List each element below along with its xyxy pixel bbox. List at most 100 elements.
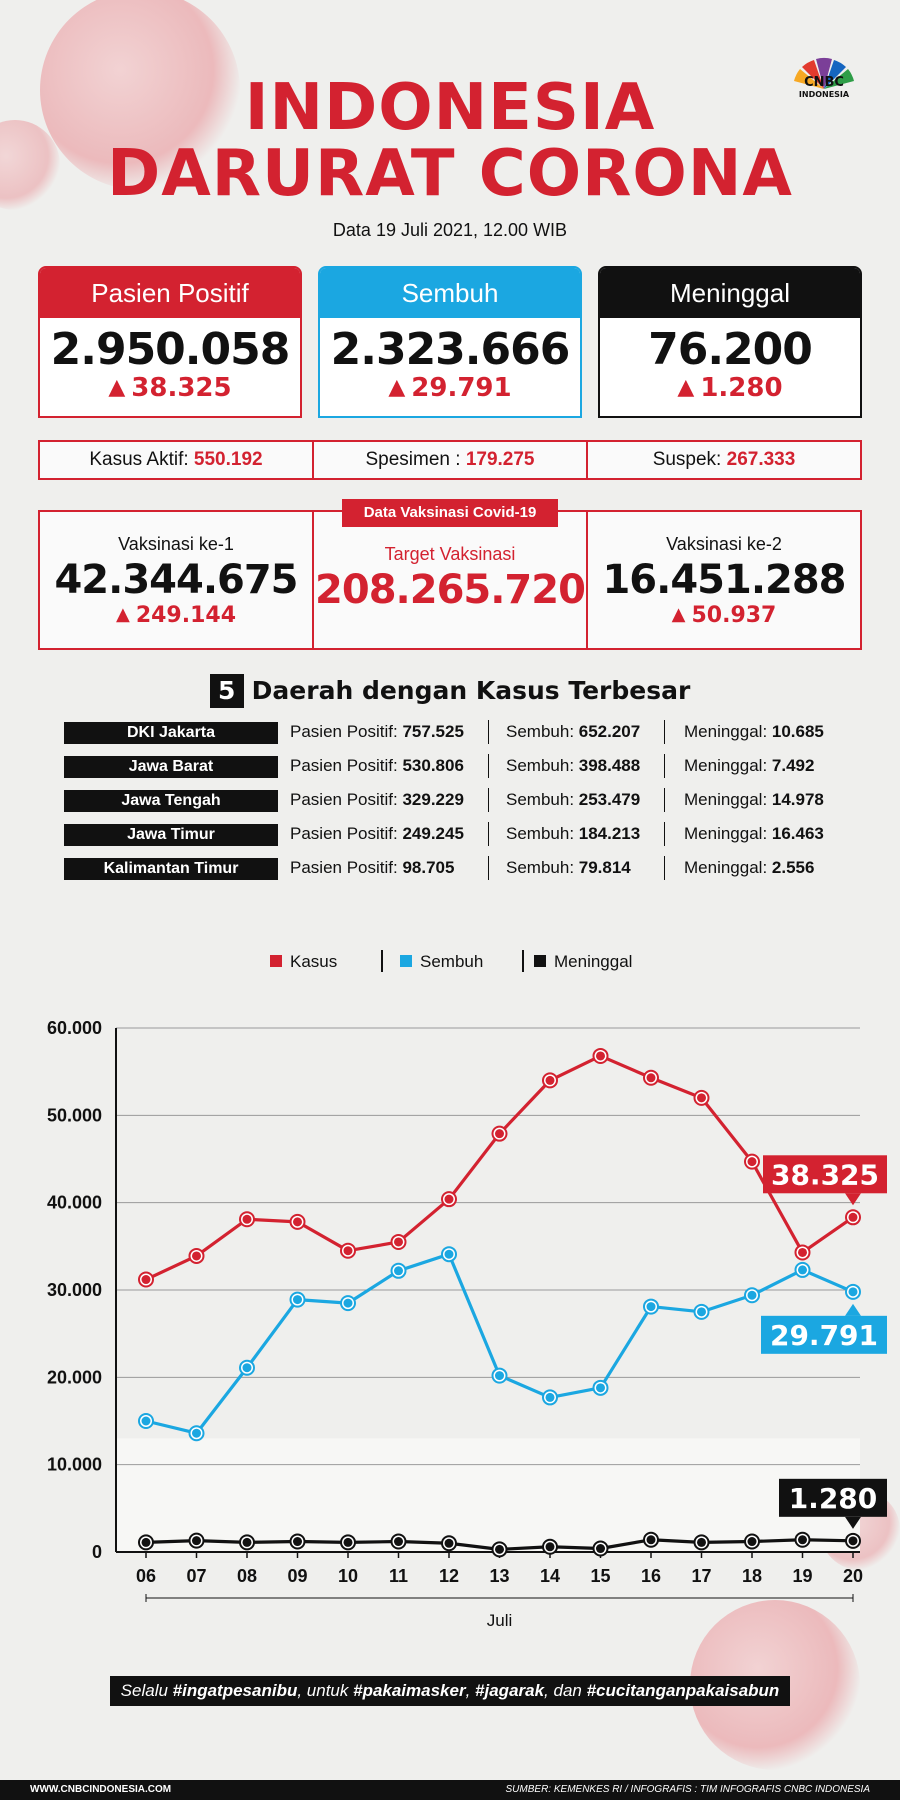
table-row: Jawa Tengah Pasien Positif: 329.229 Sembuh… bbox=[64, 786, 864, 814]
region-name: Jawa Tengah bbox=[64, 790, 278, 812]
data-point-dot bbox=[192, 1251, 201, 1261]
data-point-dot bbox=[646, 1073, 656, 1083]
y-tick-label: 0 bbox=[92, 1542, 102, 1562]
data-point-dot bbox=[444, 1194, 454, 1204]
data-point-dot bbox=[242, 1363, 252, 1373]
card-deaths-label: Meninggal bbox=[600, 268, 860, 318]
data-point-dot bbox=[697, 1537, 706, 1547]
y-tick-label: 40.000 bbox=[47, 1193, 102, 1213]
slogan-banner: Selalu #ingatpesanibu, untuk #pakaimaske… bbox=[110, 1676, 790, 1706]
legend-item-meninggal: Meninggal bbox=[534, 952, 632, 972]
vaccination-dose1: Vaksinasi ke-1 42.344.675 ▲ 249.144 bbox=[40, 512, 312, 648]
x-tick-label: 19 bbox=[792, 1566, 812, 1586]
region-name: Kalimantan Timur bbox=[64, 858, 278, 880]
y-tick-label: 60.000 bbox=[47, 1018, 102, 1038]
double-chevron-up-icon: ▲ bbox=[671, 604, 686, 625]
data-point-dot bbox=[293, 1295, 302, 1305]
callout-pointer bbox=[845, 1516, 861, 1529]
data-point-dot bbox=[141, 1275, 151, 1285]
x-tick-label: 17 bbox=[691, 1566, 711, 1586]
data-point-dot bbox=[242, 1214, 252, 1224]
x-tick-label: 08 bbox=[237, 1566, 257, 1586]
region-deaths: Meninggal: 2.556 bbox=[684, 858, 815, 877]
data-point-dot bbox=[444, 1538, 454, 1548]
card-positive-delta: 38.325 bbox=[131, 373, 232, 403]
data-point-dot bbox=[596, 1051, 605, 1061]
data-point-dot bbox=[798, 1535, 807, 1545]
data-point-dot bbox=[747, 1290, 757, 1300]
card-deaths: Meninggal 76.200 ▲ 1.280 bbox=[598, 266, 862, 418]
table-row: Jawa Barat Pasien Positif: 530.806 Sembuh:… bbox=[64, 752, 864, 780]
y-tick-label: 30.000 bbox=[47, 1280, 102, 1300]
legend-item-kasus: Kasus bbox=[270, 952, 337, 972]
region-deaths: Meninggal: 14.978 bbox=[684, 790, 824, 809]
data-point-dot bbox=[646, 1302, 656, 1312]
dose1-value: 42.344.675 bbox=[54, 557, 298, 603]
logo-text: CNBC bbox=[804, 75, 844, 90]
data-point-dot bbox=[343, 1537, 353, 1547]
region-recovered: Sembuh: 184.213 bbox=[506, 824, 641, 843]
x-axis-label: Juli bbox=[487, 1611, 513, 1630]
page-title-line2: DARURAT CORONA bbox=[107, 137, 793, 211]
data-point-dot bbox=[394, 1237, 403, 1247]
data-point-dot bbox=[495, 1371, 504, 1381]
x-tick-label: 13 bbox=[489, 1566, 509, 1586]
target-value: 208.265.720 bbox=[315, 567, 586, 613]
table-row: Jawa Timur Pasien Positif: 249.245 Sembuh:… bbox=[64, 820, 864, 848]
x-tick-label: 09 bbox=[287, 1566, 307, 1586]
card-recovered-label: Sembuh bbox=[320, 268, 580, 318]
region-deaths: Meninggal: 16.463 bbox=[684, 824, 824, 843]
callout-pointer bbox=[845, 1193, 861, 1206]
region-positive: Pasien Positif: 98.705 bbox=[290, 858, 455, 877]
callout-pointer bbox=[845, 1303, 861, 1316]
specimen-count: Spesimen : 179.275 bbox=[312, 442, 586, 478]
active-cases: Kasus Aktif: 550.192 bbox=[89, 449, 263, 470]
suspect-count: Suspek: 267.333 bbox=[586, 442, 860, 478]
data-point-dot bbox=[697, 1307, 706, 1317]
x-tick-label: 11 bbox=[389, 1566, 408, 1586]
x-tick-label: 07 bbox=[186, 1566, 206, 1586]
data-point-dot bbox=[293, 1217, 302, 1227]
x-tick-label: 10 bbox=[338, 1566, 358, 1586]
card-recovered-value: 2.323.666 bbox=[330, 324, 571, 375]
data-point-dot bbox=[646, 1535, 656, 1545]
region-name: Jawa Barat bbox=[64, 756, 278, 778]
x-tick-label: 20 bbox=[843, 1566, 863, 1586]
footer-bar: WWW.CNBCINDONESIA.COM SUMBER: KEMENKES R… bbox=[0, 1780, 900, 1800]
data-point-dot bbox=[848, 1287, 858, 1297]
region-positive: Pasien Positif: 329.229 bbox=[290, 790, 464, 809]
region-recovered: Sembuh: 398.488 bbox=[506, 756, 641, 775]
page-title-line1: INDONESIA bbox=[244, 71, 656, 145]
info-row: Kasus Aktif: 550.192 Spesimen : 179.275 … bbox=[38, 440, 862, 480]
regions-title: 5 Daerah dengan Kasus Terbesar bbox=[0, 674, 900, 708]
region-name: Jawa Timur bbox=[64, 824, 278, 846]
legend-item-sembuh: Sembuh bbox=[400, 952, 483, 972]
data-point-dot bbox=[141, 1416, 151, 1426]
data-point-dot bbox=[343, 1298, 353, 1308]
y-tick-label: 50.000 bbox=[47, 1105, 102, 1125]
data-point-dot bbox=[747, 1537, 757, 1547]
line-chart: 0 10.000 20.000 30.000 40.000 50.000 60.000 06 0… bbox=[47, 1018, 887, 1630]
data-point-dot bbox=[343, 1246, 353, 1256]
data-point-dot bbox=[192, 1428, 201, 1438]
vaccination-tag: Data Vaksinasi Covid-19 bbox=[342, 499, 558, 527]
virus-decoration-icon bbox=[40, 0, 240, 190]
callout-value-sembuh: 29.791 bbox=[770, 1319, 878, 1352]
data-point-dot bbox=[394, 1266, 403, 1276]
data-point-dot bbox=[495, 1129, 504, 1139]
region-positive: Pasien Positif: 530.806 bbox=[290, 756, 464, 775]
double-chevron-up-icon: ▲ bbox=[677, 375, 695, 400]
callout-value-kasus: 38.325 bbox=[771, 1158, 879, 1191]
data-point-dot bbox=[293, 1537, 302, 1547]
card-recovered-delta: 29.791 bbox=[411, 373, 512, 403]
table-row: Kalimantan Timur Pasien Positif: 98.705 Se… bbox=[64, 854, 864, 882]
callout-value-meninggal: 1.280 bbox=[789, 1482, 878, 1515]
card-deaths-value: 76.200 bbox=[648, 324, 813, 375]
y-tick-label: 10.000 bbox=[47, 1455, 102, 1475]
region-name: DKI Jakarta bbox=[64, 722, 278, 744]
region-recovered: Sembuh: 652.207 bbox=[506, 722, 641, 741]
vaccination-target: Target Vaksinasi 208.265.720 bbox=[312, 512, 586, 648]
vaccination-panel: Vaksinasi ke-1 42.344.675 ▲ 249.144 Targe… bbox=[38, 510, 862, 650]
footer-website[interactable]: WWW.CNBCINDONESIA.COM bbox=[30, 1784, 172, 1795]
data-point-dot bbox=[596, 1383, 605, 1393]
